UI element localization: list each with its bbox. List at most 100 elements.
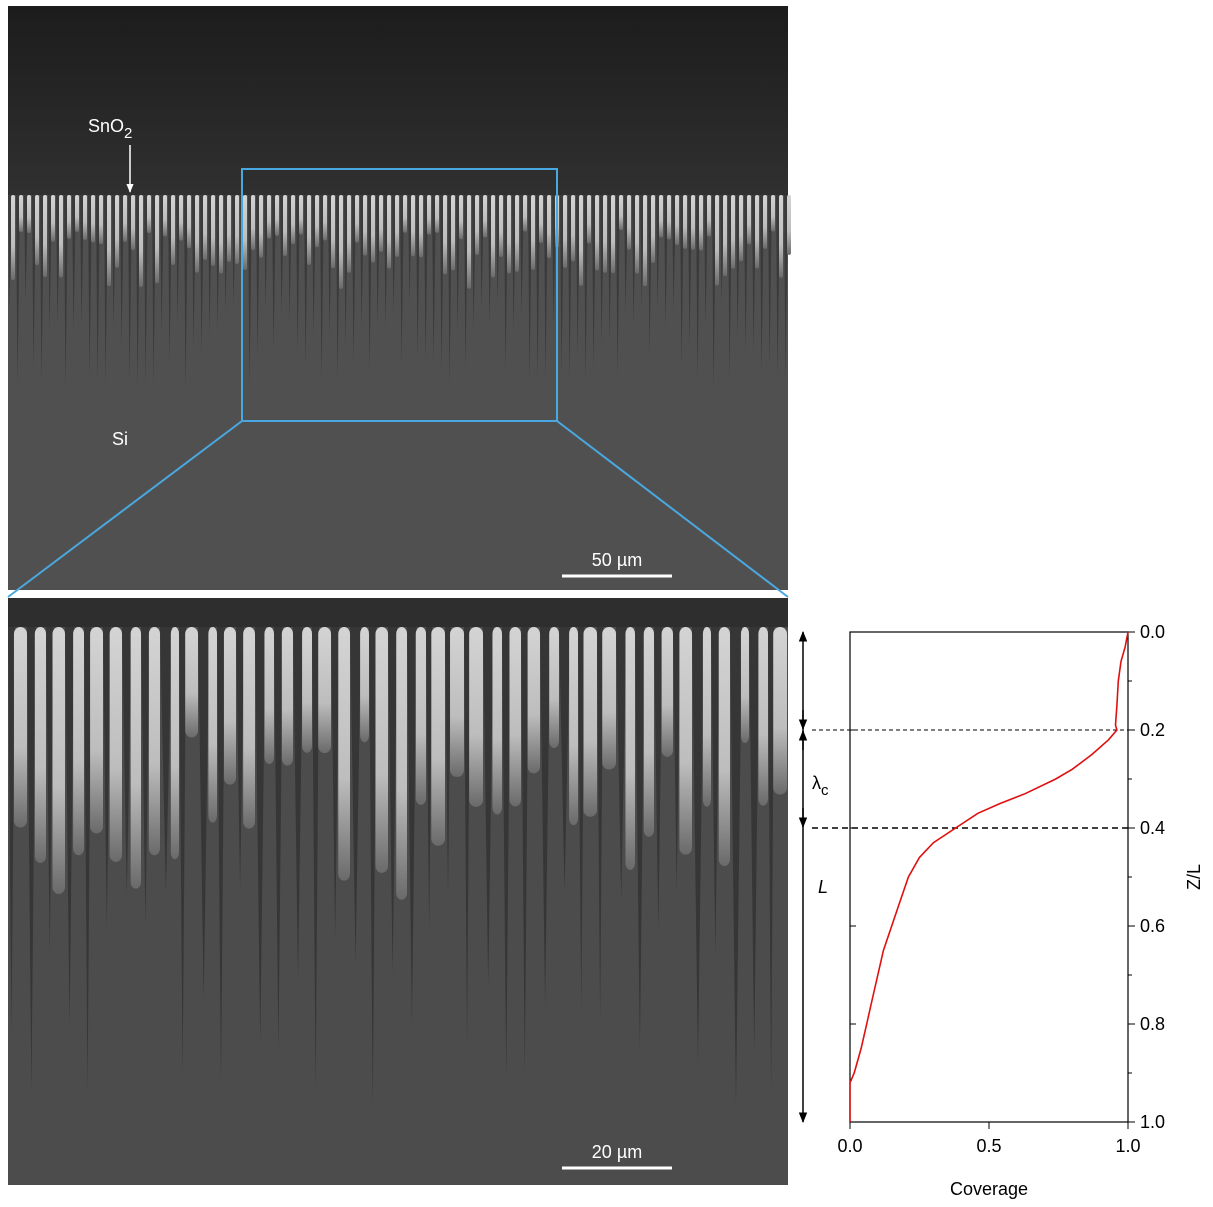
pore — [584, 195, 588, 382]
column — [758, 627, 768, 806]
pore — [692, 627, 704, 1063]
column — [379, 195, 383, 252]
column — [259, 195, 263, 258]
pore — [616, 195, 620, 377]
column — [396, 627, 407, 900]
column — [99, 195, 103, 245]
column — [148, 627, 160, 856]
column — [779, 195, 783, 278]
column — [223, 627, 236, 785]
pore — [768, 627, 775, 1095]
sno2-label: SnO2 — [88, 116, 132, 142]
data-line — [849, 631, 1129, 1122]
pore — [369, 627, 377, 1109]
column — [107, 195, 111, 287]
column — [73, 627, 84, 856]
column — [549, 627, 559, 749]
column — [787, 195, 791, 255]
column — [170, 627, 179, 860]
column — [667, 195, 671, 240]
column — [363, 195, 367, 256]
column — [579, 195, 583, 286]
image-labels: SnO2 Si 50 µm 20 µm — [88, 116, 672, 1170]
pore — [464, 627, 471, 1047]
column — [331, 195, 335, 269]
column — [507, 195, 511, 274]
column — [109, 627, 122, 862]
column — [187, 195, 191, 249]
zoom-line — [7, 420, 243, 598]
column — [83, 195, 87, 241]
column — [611, 195, 615, 274]
column — [291, 195, 295, 245]
pore — [502, 627, 511, 1079]
column — [691, 195, 695, 250]
column — [651, 195, 655, 264]
column — [595, 195, 599, 271]
column — [243, 195, 247, 270]
pore — [536, 195, 540, 380]
column — [307, 195, 311, 266]
column — [339, 195, 343, 289]
sem-top-sky — [8, 6, 788, 195]
column — [723, 195, 727, 277]
column — [91, 195, 95, 243]
column — [515, 195, 519, 272]
column — [43, 195, 47, 278]
column — [450, 627, 464, 777]
column — [375, 627, 388, 873]
column — [90, 627, 103, 834]
column — [75, 195, 79, 233]
x-tick-label: 1.0 — [1115, 1136, 1140, 1156]
column — [338, 627, 350, 881]
column — [235, 195, 239, 265]
pore — [88, 195, 92, 378]
column — [491, 195, 495, 278]
column — [603, 195, 607, 273]
column — [763, 195, 767, 249]
column — [643, 627, 654, 837]
column — [347, 195, 351, 273]
pore — [103, 627, 111, 929]
column — [443, 195, 447, 275]
annotation: λc — [812, 773, 829, 799]
column — [155, 195, 159, 284]
zoom-box — [241, 168, 558, 422]
column — [19, 195, 23, 233]
sem-images — [7, 6, 791, 1185]
x-axis-label: Coverage — [950, 1179, 1028, 1199]
column — [569, 627, 578, 826]
column — [115, 195, 119, 268]
column — [739, 195, 743, 262]
column — [539, 195, 543, 244]
column — [27, 195, 31, 234]
column — [627, 195, 631, 250]
column — [731, 195, 735, 269]
pore — [141, 627, 150, 924]
pore — [673, 627, 681, 892]
pore — [559, 627, 571, 892]
column — [360, 627, 369, 743]
column — [415, 627, 426, 805]
pore — [312, 627, 320, 1091]
pore — [407, 627, 417, 1025]
label-sub: 2 — [124, 125, 132, 142]
column — [427, 195, 431, 235]
pore — [331, 627, 340, 940]
pore — [350, 627, 362, 963]
column — [51, 195, 55, 242]
column — [171, 195, 175, 265]
column — [227, 195, 231, 262]
column — [718, 627, 730, 867]
pore — [730, 627, 742, 1105]
column — [661, 627, 673, 757]
pore — [445, 627, 452, 896]
column — [52, 627, 65, 895]
column — [773, 627, 787, 795]
column — [299, 195, 303, 235]
pore — [400, 195, 404, 365]
pore — [424, 195, 428, 361]
column — [431, 627, 445, 846]
